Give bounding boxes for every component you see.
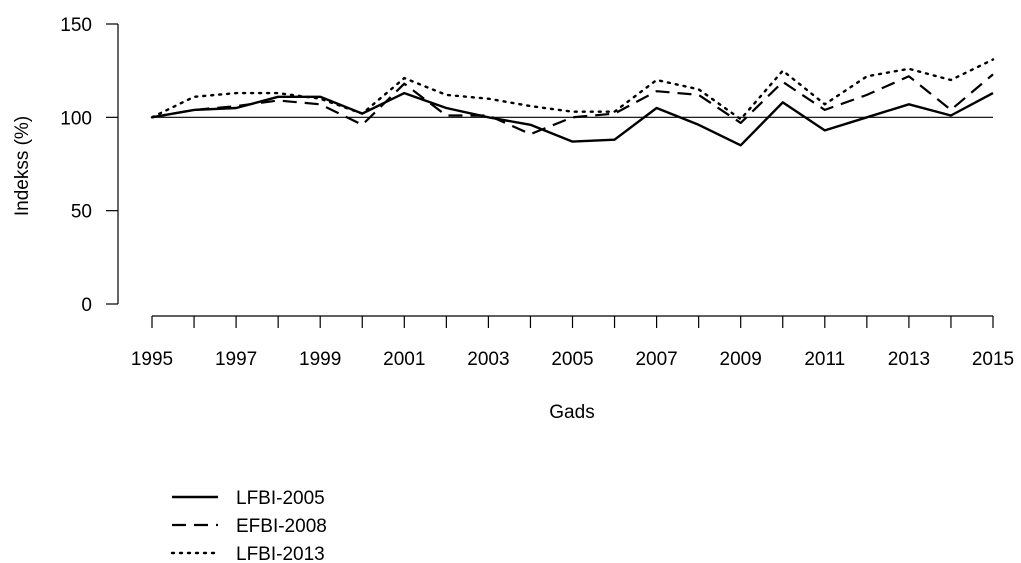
x-tick-label: 1995 [131,349,173,370]
x-tick-label: 2011 [804,349,845,370]
x-tick-label: 2003 [467,349,509,370]
y-tick-label: 100 [60,108,92,129]
x-tick-label: 1999 [299,349,341,370]
axes: 1995 1997 1999 2001 2003 2005 2007 2009 2011 2013… [60,15,1014,370]
y-tick-label: 0 [81,295,92,316]
series-line-lfbi-2013 [150,58,995,121]
y-tick-label: 150 [60,15,92,36]
x-tick-label: 2001 [383,349,425,370]
legend: LFBI-2005 EFBI-2008 LFBI-2013 [170,488,327,563]
x-tick-label: 2009 [720,349,762,370]
y-tick-label: 50 [71,202,92,223]
x-tick-label: 2007 [635,349,677,370]
legend-label: EFBI-2008 [236,516,327,537]
x-axis-title: Gads [549,402,594,423]
x-tick-label: 2005 [551,349,593,370]
legend-label: LFBI-2005 [236,488,325,509]
x-tick-label: 2015 [972,349,1014,370]
series-line-efbi-2008 [151,73,994,136]
series-line-lfbi-2005 [151,91,994,147]
y-axis-title: Indekss (%) [12,116,33,216]
x-tick-label: 2013 [888,349,930,370]
legend-label: LFBI-2013 [236,544,325,563]
series-lines [150,58,995,147]
x-tick-label: 1997 [215,349,257,370]
